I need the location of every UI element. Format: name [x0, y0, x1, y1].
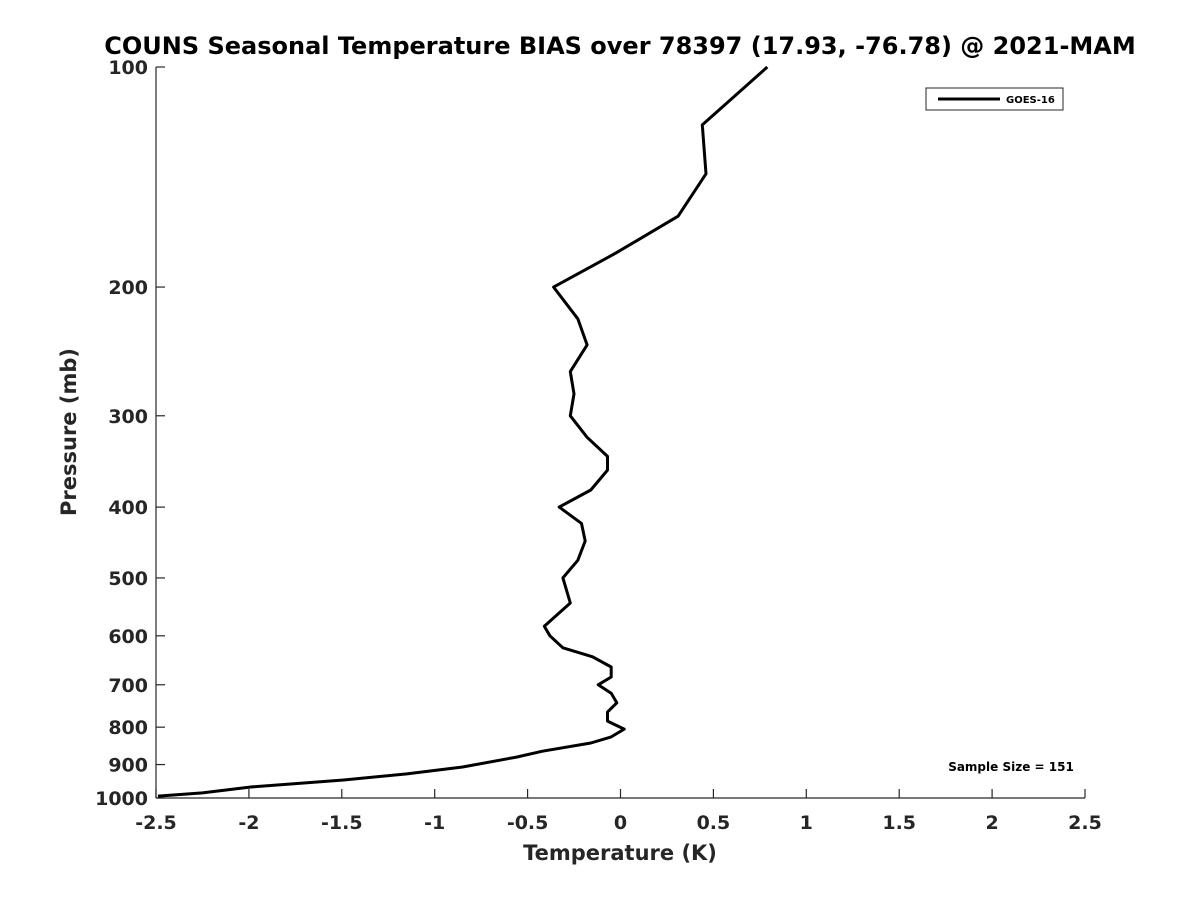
- y-tick-label: 1000: [95, 788, 148, 810]
- x-tick-label: -2.5: [135, 812, 177, 834]
- x-tick-label: 2.5: [1068, 812, 1102, 834]
- y-tick-label: 400: [108, 497, 148, 519]
- y-tick-label: 200: [108, 277, 148, 299]
- y-tick-label: 600: [108, 626, 148, 648]
- x-tick-label: -1: [424, 812, 445, 834]
- x-tick-label: -2: [238, 812, 259, 834]
- x-tick-label: 0.5: [697, 812, 731, 834]
- y-ticks: 100 200 300 400 500 600 700 800 900 1000: [95, 57, 165, 810]
- y-tick-label: 900: [108, 755, 148, 777]
- x-tick-label: -1.5: [321, 812, 363, 834]
- y-tick-label: 800: [108, 717, 148, 739]
- plot-area: [156, 67, 1085, 798]
- x-tick-label: 0: [614, 812, 627, 834]
- legend-label-goes-16: GOES-16: [1006, 95, 1055, 106]
- x-tick-label: 2: [985, 812, 998, 834]
- x-axis-label: Temperature (K): [523, 841, 717, 865]
- x-tick-label: -0.5: [507, 812, 549, 834]
- chart-title: COUNS Seasonal Temperature BIAS over 783…: [104, 32, 1136, 60]
- sample-size-annotation: Sample Size = 151: [948, 760, 1074, 774]
- y-axis-label: Pressure (mb): [57, 348, 81, 516]
- legend: GOES-16: [926, 88, 1063, 110]
- x-tick-label: 1: [800, 812, 813, 834]
- x-tick-label: 1.5: [882, 812, 916, 834]
- y-tick-label: 700: [108, 675, 148, 697]
- y-tick-label: 300: [108, 406, 148, 428]
- y-tick-label: 500: [108, 568, 148, 590]
- y-tick-label: 100: [108, 57, 148, 79]
